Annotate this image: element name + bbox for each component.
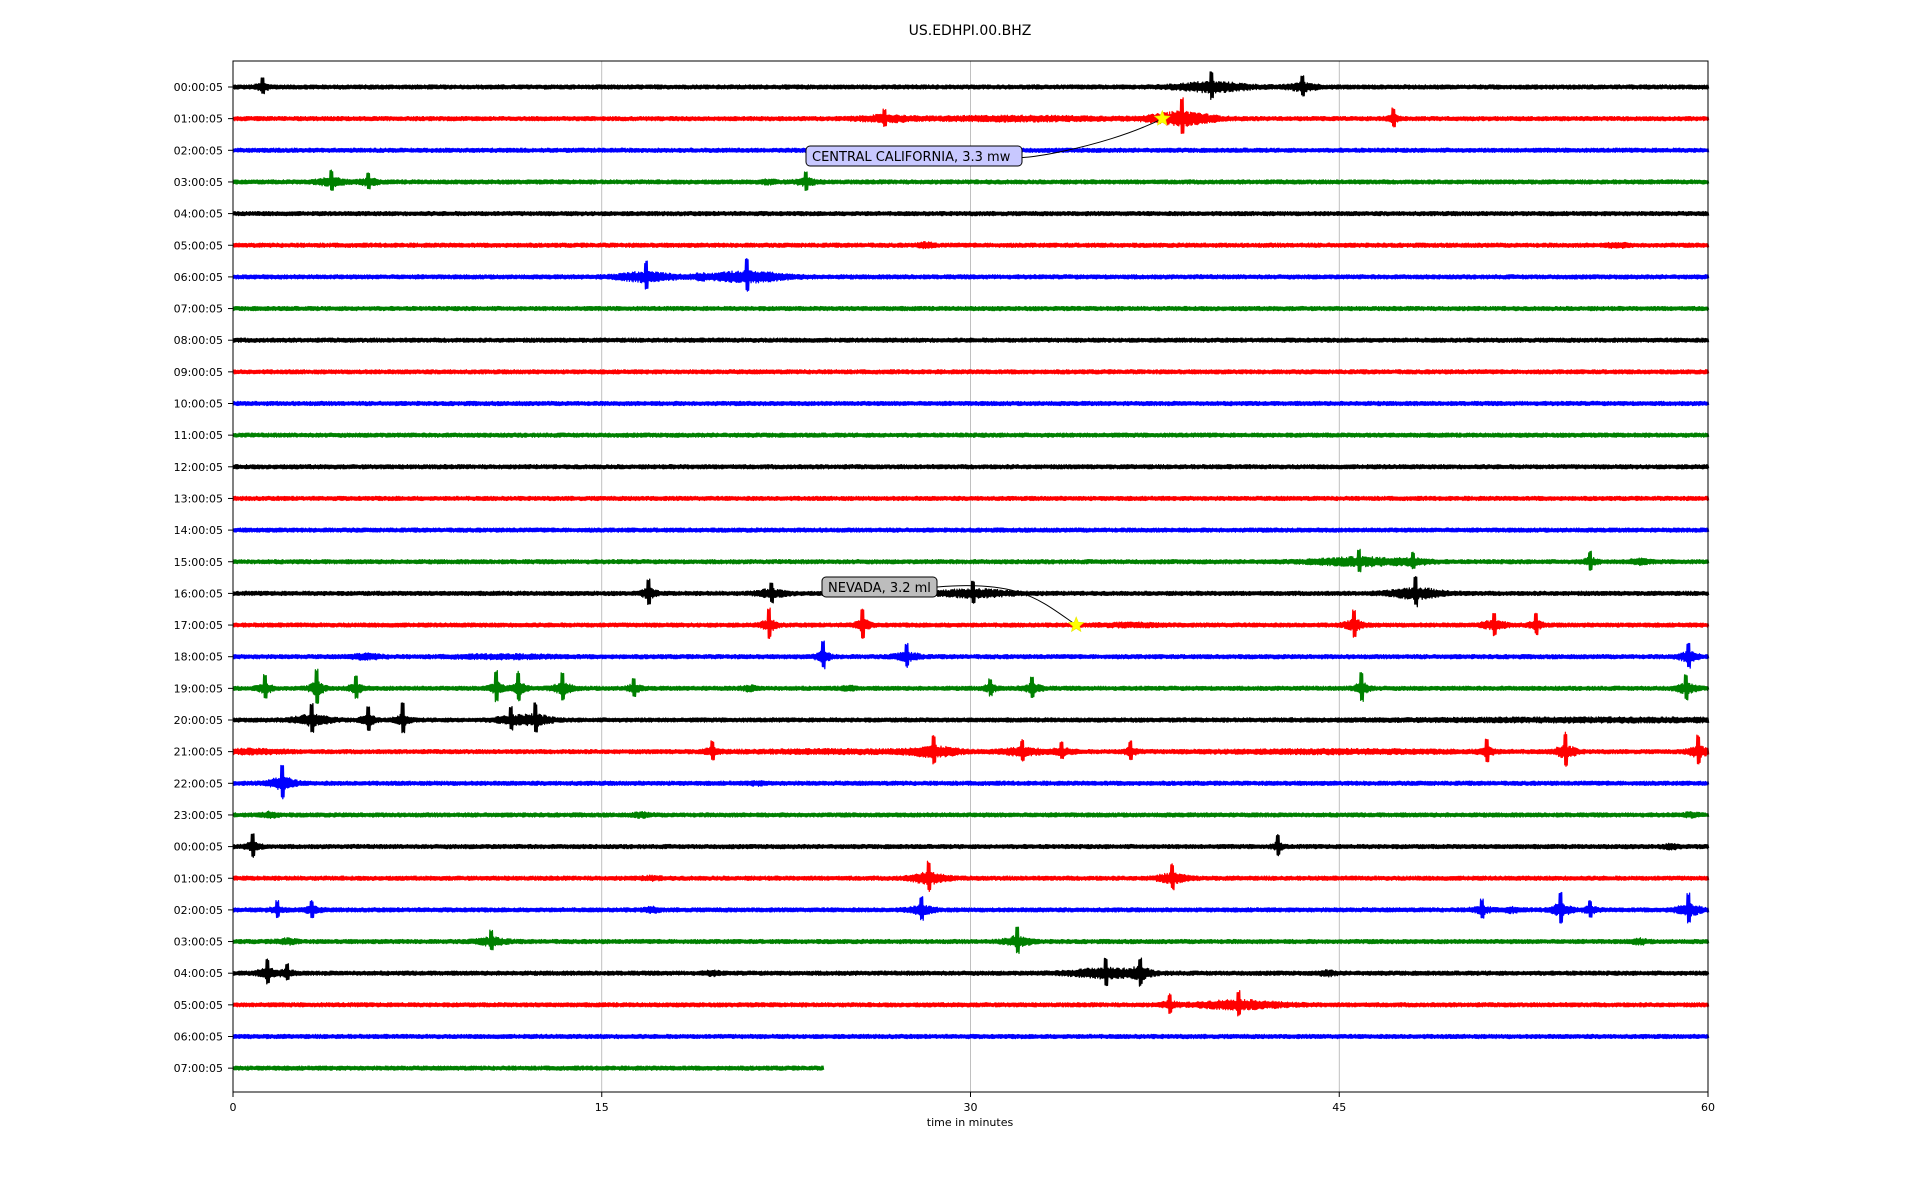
row-label: 17:00:05 xyxy=(174,619,223,632)
trace-row-19 xyxy=(232,668,1710,705)
trace-row-10 xyxy=(232,400,1710,407)
trace-row-29 xyxy=(232,990,1710,1017)
trace-row-30 xyxy=(232,1033,1710,1040)
trace-row-5 xyxy=(232,241,1710,250)
seismic-traces xyxy=(232,71,1710,1071)
trace-row-16 xyxy=(232,576,1710,608)
event-label-box xyxy=(805,145,1023,167)
row-label: 11:00:05 xyxy=(174,429,223,442)
x-tick-label: 45 xyxy=(1332,1101,1346,1114)
trace-row-31 xyxy=(232,1065,825,1071)
row-label: 07:00:05 xyxy=(174,1062,223,1075)
event-annotations: CENTRAL CALIFORNIA, 3.3 mw NEVADA, 3.2 ml xyxy=(805,109,1171,633)
trace-row-23 xyxy=(232,810,1710,820)
trace-row-8 xyxy=(232,337,1710,343)
row-label: 12:00:05 xyxy=(174,461,223,474)
row-label: 02:00:05 xyxy=(174,144,223,157)
trace-row-6 xyxy=(232,258,1710,292)
row-label: 03:00:05 xyxy=(174,936,223,949)
row-label: 19:00:05 xyxy=(174,682,223,695)
row-label: 02:00:05 xyxy=(174,904,223,917)
x-tick-label: 30 xyxy=(964,1101,978,1114)
event-connector xyxy=(936,585,1077,626)
row-label: 01:00:05 xyxy=(174,113,223,126)
row-time-labels: 00:00:05 01:00:05 02:00:05 03:00:05 04:00:05… xyxy=(174,81,233,1075)
row-label: 05:00:05 xyxy=(174,999,223,1012)
x-tick-label: 15 xyxy=(595,1101,609,1114)
row-label: 06:00:05 xyxy=(174,1031,223,1044)
trace-row-14 xyxy=(232,527,1710,533)
row-label: 22:00:05 xyxy=(174,777,223,790)
row-label: 21:00:05 xyxy=(174,746,223,759)
event-star-marker xyxy=(1067,616,1085,633)
x-tick-label: 0 xyxy=(230,1101,237,1114)
event-star-marker xyxy=(1153,109,1171,126)
trace-row-9 xyxy=(232,369,1710,375)
trace-row-17 xyxy=(232,607,1710,640)
trace-row-26 xyxy=(232,891,1710,924)
event-label: CENTRAL CALIFORNIA, 3.3 mw xyxy=(812,150,1011,165)
trace-row-18 xyxy=(232,640,1710,670)
row-label: 08:00:05 xyxy=(174,334,223,347)
row-label: 03:00:05 xyxy=(174,176,223,189)
row-label: 23:00:05 xyxy=(174,809,223,822)
trace-row-15 xyxy=(232,548,1710,573)
row-label: 05:00:05 xyxy=(174,239,223,252)
trace-row-28 xyxy=(232,957,1710,987)
event-label: NEVADA, 3.2 ml xyxy=(828,581,931,596)
grid-lines xyxy=(601,61,1340,1092)
row-label: 00:00:05 xyxy=(174,81,223,94)
row-label: 16:00:05 xyxy=(174,587,223,600)
row-label: 14:00:05 xyxy=(174,524,223,537)
trace-row-21 xyxy=(232,731,1710,767)
trace-row-4 xyxy=(232,210,1710,217)
chart-title: US.EDHPI.00.BHZ xyxy=(909,23,1032,39)
row-label: 01:00:05 xyxy=(174,872,223,885)
trace-row-13 xyxy=(232,495,1710,502)
row-label: 04:00:05 xyxy=(174,967,223,980)
trace-row-12 xyxy=(232,464,1710,470)
trace-row-1 xyxy=(232,97,1710,135)
trace-row-27 xyxy=(232,926,1710,954)
row-label: 04:00:05 xyxy=(174,208,223,221)
row-label: 09:00:05 xyxy=(174,366,223,379)
row-label: 10:00:05 xyxy=(174,398,223,411)
row-label: 07:00:05 xyxy=(174,303,223,316)
trace-row-7 xyxy=(232,305,1710,312)
event-label-box xyxy=(821,576,938,598)
row-label: 13:00:05 xyxy=(174,492,223,505)
trace-row-25 xyxy=(232,860,1710,893)
trace-row-22 xyxy=(232,764,1710,800)
row-label: 06:00:05 xyxy=(174,271,223,284)
x-axis-label: time in minutes xyxy=(927,1116,1014,1129)
trace-row-24 xyxy=(232,833,1710,858)
trace-row-20 xyxy=(232,702,1710,734)
trace-row-3 xyxy=(232,169,1710,191)
row-label: 00:00:05 xyxy=(174,841,223,854)
trace-row-0 xyxy=(232,71,1710,101)
row-label: 18:00:05 xyxy=(174,651,223,664)
row-label: 20:00:05 xyxy=(174,714,223,727)
x-axis: 0 15 30 45 60 xyxy=(230,1092,1715,1114)
row-label: 15:00:05 xyxy=(174,556,223,569)
x-tick-label: 60 xyxy=(1701,1101,1715,1114)
trace-row-11 xyxy=(232,432,1710,438)
